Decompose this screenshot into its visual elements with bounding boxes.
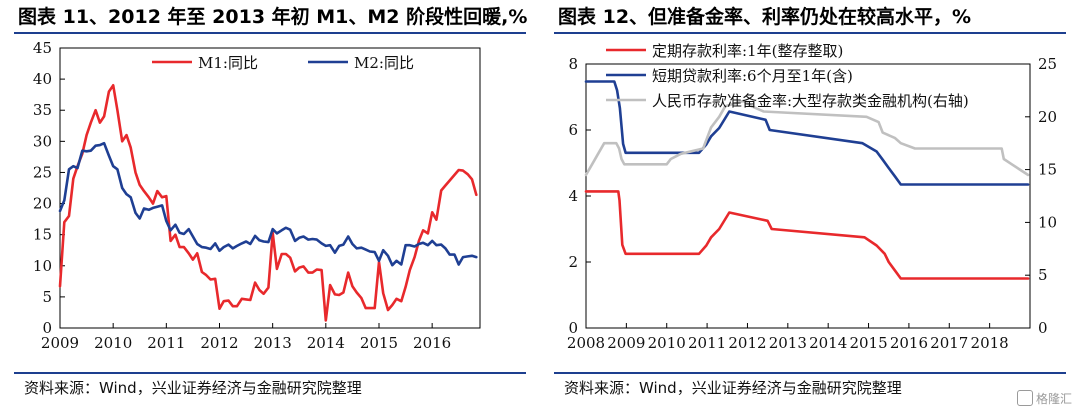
y-tick-label: 5 xyxy=(42,288,52,306)
x-tick-label: 2014 xyxy=(809,334,847,352)
y-right-tick-label: 25 xyxy=(1038,55,1057,73)
x-tick-label: 2010 xyxy=(648,334,686,352)
x-tick-label: 2012 xyxy=(728,334,766,352)
legend-label: 定期存款利率:1年(整存整取) xyxy=(652,42,843,60)
series-line-3 xyxy=(584,99,1030,177)
x-tick-label: 2012 xyxy=(200,334,238,352)
y-tick-label: 2 xyxy=(568,253,578,271)
y-tick-label: 8 xyxy=(568,55,578,73)
y-tick-label: 30 xyxy=(33,132,52,150)
x-tick-label: 2013 xyxy=(769,334,807,352)
chart-source: 资料来源：Wind，兴业证券经济与金融研究院整理 xyxy=(564,379,902,397)
chart-panel-m1-m2: 图表 11、2012 年至 2013 年初 M1、M2 阶段性回暖,% 0 5 10… xyxy=(14,6,528,397)
x-tick-label: 2009 xyxy=(607,334,645,352)
series-line-2 xyxy=(584,80,1030,186)
y-tick-label: 25 xyxy=(33,163,52,181)
title-rule xyxy=(14,32,526,34)
x-tick-label: 2011 xyxy=(147,334,185,352)
chart-title: 图表 12、但准备金率、利率仍处在较高水平，% xyxy=(558,6,972,28)
chart-panel-rates: 图表 12、但准备金率、利率仍处在较高水平，% 0 2 4 6 8 0 5 10 15 20 25 2… xyxy=(540,0,1080,411)
y-tick-label: 6 xyxy=(568,121,578,139)
y-right-tick-label: 5 xyxy=(1038,266,1048,284)
watermark-text: 格隆汇 xyxy=(1035,392,1072,406)
watermark: 格隆汇 xyxy=(1016,390,1072,407)
y-tick-label: 10 xyxy=(33,257,52,275)
x-tick-label: 2014 xyxy=(307,334,345,352)
y-tick-label: 15 xyxy=(33,226,52,244)
series-line-2 xyxy=(58,141,478,267)
y-right-tick-label: 0 xyxy=(1038,319,1048,337)
title-rule xyxy=(554,32,1066,34)
y-right-tick-label: 20 xyxy=(1038,108,1057,126)
x-tick-label: 2017 xyxy=(930,334,968,352)
legend-label: M1:同比 xyxy=(198,54,258,72)
y-tick-label: 0 xyxy=(42,319,52,337)
x-tick-label: 2015 xyxy=(360,334,398,352)
chart-source: 资料来源：Wind，兴业证券经济与金融研究院整理 xyxy=(24,379,362,397)
x-tick-label: 2010 xyxy=(94,334,132,352)
chart-title: 图表 11、2012 年至 2013 年初 M1、M2 阶段性回暖,% xyxy=(18,6,528,28)
legend-label: 人民币存款准备金率:大型存款类金融机构(右轴) xyxy=(652,92,969,110)
x-tick-label: 2011 xyxy=(688,334,726,352)
series-line-1 xyxy=(584,190,1030,280)
m1-m2-line-chart: 0 5 10 15 20 25 30 35 40 45 2009 2010 2011 2012 2013 20… xyxy=(33,39,481,352)
y-tick-label: 0 xyxy=(568,319,578,337)
x-tick-label: 2013 xyxy=(254,334,292,352)
watermark-logo-icon xyxy=(1016,390,1033,406)
series-line-1 xyxy=(58,83,478,322)
x-tick-label: 2015 xyxy=(849,334,887,352)
source-rule xyxy=(554,372,1066,374)
legend-label: M2:同比 xyxy=(354,54,414,72)
y-tick-label: 4 xyxy=(568,187,578,205)
source-rule xyxy=(14,372,526,374)
x-tick-label: 2009 xyxy=(41,334,79,352)
y-tick-label: 35 xyxy=(33,101,52,119)
plot-frame xyxy=(59,47,481,329)
x-tick-label: 2018 xyxy=(971,334,1009,352)
y-right-tick-label: 15 xyxy=(1038,161,1057,179)
x-tick-label: 2016 xyxy=(413,334,451,352)
y-tick-label: 45 xyxy=(33,39,52,57)
legend-label: 短期贷款利率:6个月至1年(含) xyxy=(652,67,853,85)
y-tick-label: 20 xyxy=(33,195,52,213)
y-tick-label: 40 xyxy=(33,70,52,88)
y-right-tick-label: 10 xyxy=(1038,213,1057,231)
x-tick-label: 2016 xyxy=(890,334,928,352)
x-tick-label: 2008 xyxy=(567,334,605,352)
